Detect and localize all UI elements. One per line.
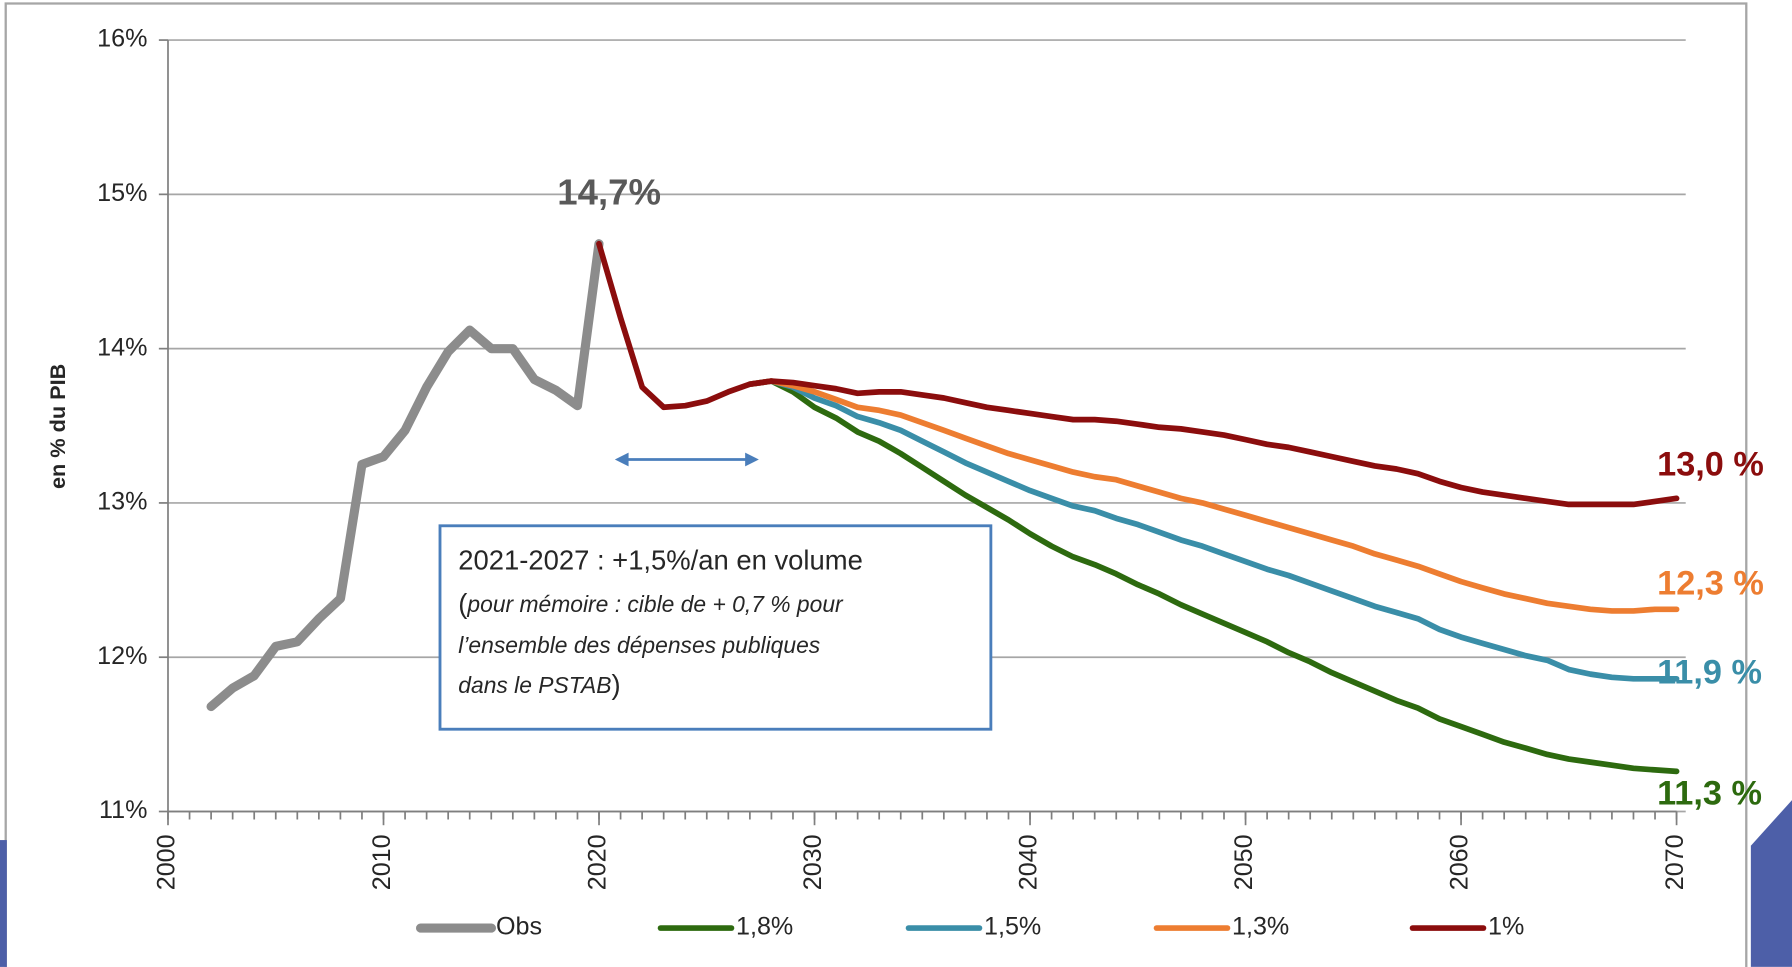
note-text: l’ensemble des dépenses publiques — [458, 632, 820, 658]
note-line: dans le PSTAB) — [458, 669, 620, 700]
x-tick-label: 2040 — [1015, 834, 1043, 890]
note-headline: 2021-2027 : +1,5%/an en volume — [458, 545, 863, 576]
legend-label: 1,5% — [984, 913, 1041, 941]
legend-label: 1% — [1488, 913, 1524, 941]
note-line: (pour mémoire : cible de + 0,7 % pour — [458, 588, 844, 619]
end-label: 13,0 % — [1657, 445, 1764, 483]
end-label: 11,3 % — [1657, 775, 1762, 813]
legend-label: Obs — [496, 913, 542, 941]
note-line: l’ensemble des dépenses publiques — [458, 632, 820, 658]
y-axis-label: en % du PIB — [45, 364, 70, 489]
chart-frame — [4, 2, 1748, 967]
x-tick-label: 2060 — [1446, 834, 1474, 890]
y-tick-label: 14% — [97, 333, 147, 361]
decoration — [1750, 800, 1792, 967]
x-tick-label: 2000 — [153, 834, 181, 890]
series-line — [206, 239, 604, 712]
series-line — [746, 378, 1680, 614]
series-line — [746, 378, 1680, 775]
y-tick-label: 13% — [97, 488, 147, 516]
y-tick-label: 12% — [97, 642, 147, 670]
series-line — [596, 240, 1680, 508]
note-paren: ) — [612, 669, 621, 700]
legend-label: 1,3% — [1232, 913, 1289, 941]
end-label: 11,9 % — [1657, 653, 1762, 691]
double-arrow — [614, 452, 759, 467]
series-line — [746, 378, 1680, 682]
peak-label: 14,7% — [557, 172, 661, 213]
x-tick-label: 2020 — [584, 834, 612, 890]
end-label: 12,3 % — [1657, 564, 1764, 602]
x-tick-label: 2010 — [368, 834, 396, 890]
y-tick-label: 11% — [99, 796, 147, 824]
note-box — [438, 524, 993, 731]
legend-label: 1,8% — [736, 913, 793, 941]
x-tick-label: 2070 — [1661, 834, 1689, 890]
note-paren: ( — [458, 588, 467, 619]
x-tick-label: 2030 — [799, 834, 827, 890]
decoration — [0, 840, 7, 967]
x-tick-label: 2050 — [1230, 834, 1258, 890]
note-text: pour mémoire : cible de + 0,7 % pour — [466, 591, 844, 617]
note-text: dans le PSTAB — [458, 672, 611, 698]
y-tick-label: 15% — [97, 179, 147, 207]
y-tick-label: 16% — [97, 25, 147, 53]
